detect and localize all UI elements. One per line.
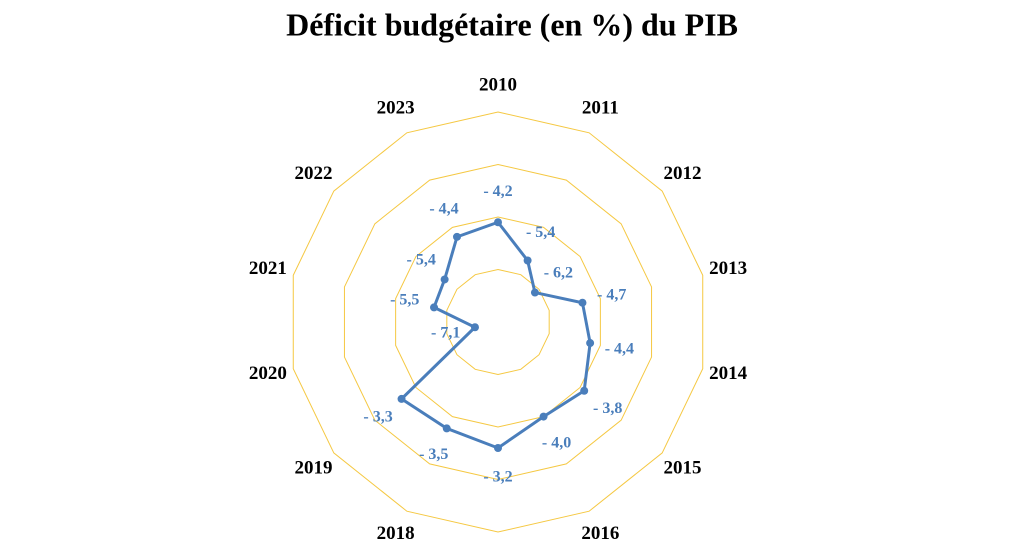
- category-label: 2021: [249, 258, 287, 279]
- category-label: 2020: [249, 363, 287, 384]
- category-label: 2017: [479, 546, 518, 550]
- value-label: - 5,4: [526, 224, 555, 241]
- value-label: - 4,2: [483, 183, 512, 200]
- value-label: - 4,7: [597, 287, 626, 304]
- grid-ring: [292, 111, 704, 533]
- data-point: [470, 323, 479, 332]
- category-label: 2018: [377, 523, 415, 544]
- value-label: - 5,4: [407, 251, 436, 268]
- value-label: - 5,5: [390, 291, 419, 308]
- value-label: - 7,1: [431, 325, 460, 342]
- grid-ring: [395, 216, 601, 428]
- category-label: 2012: [664, 163, 702, 184]
- value-label: - 6,2: [544, 265, 573, 282]
- data-point: [580, 386, 589, 395]
- value-label: - 4,4: [605, 340, 634, 357]
- data-point: [539, 412, 548, 421]
- chart-title: Déficit budgétaire (en %) du PIB: [286, 6, 738, 42]
- value-label: - 3,3: [363, 408, 392, 425]
- data-point: [523, 256, 532, 265]
- category-label: 2010: [479, 74, 517, 95]
- data-point: [430, 303, 439, 312]
- category-label: 2023: [377, 98, 415, 119]
- data-point: [452, 232, 461, 241]
- value-label: - 3,5: [419, 446, 448, 463]
- category-label: 2011: [582, 98, 619, 119]
- category-label: 2022: [294, 163, 332, 184]
- value-label: - 4,4: [429, 201, 458, 218]
- category-label: 2019: [294, 458, 332, 479]
- value-label: - 3,8: [593, 400, 622, 417]
- data-point: [440, 275, 449, 284]
- value-label: - 3,2: [483, 469, 512, 486]
- category-label: 2016: [581, 523, 619, 544]
- data-point: [494, 444, 502, 452]
- data-point: [442, 424, 451, 433]
- category-label: 2013: [709, 258, 747, 279]
- data-point: [397, 394, 406, 403]
- grid-ring: [446, 268, 550, 376]
- data-point: [494, 218, 502, 227]
- grid-ring: [343, 163, 653, 481]
- data-point: [586, 339, 595, 348]
- category-label: 2015: [664, 458, 702, 479]
- data-point: [578, 298, 587, 307]
- category-label: 2014: [709, 363, 748, 384]
- value-label: - 4,0: [542, 434, 571, 451]
- data-point: [530, 288, 539, 297]
